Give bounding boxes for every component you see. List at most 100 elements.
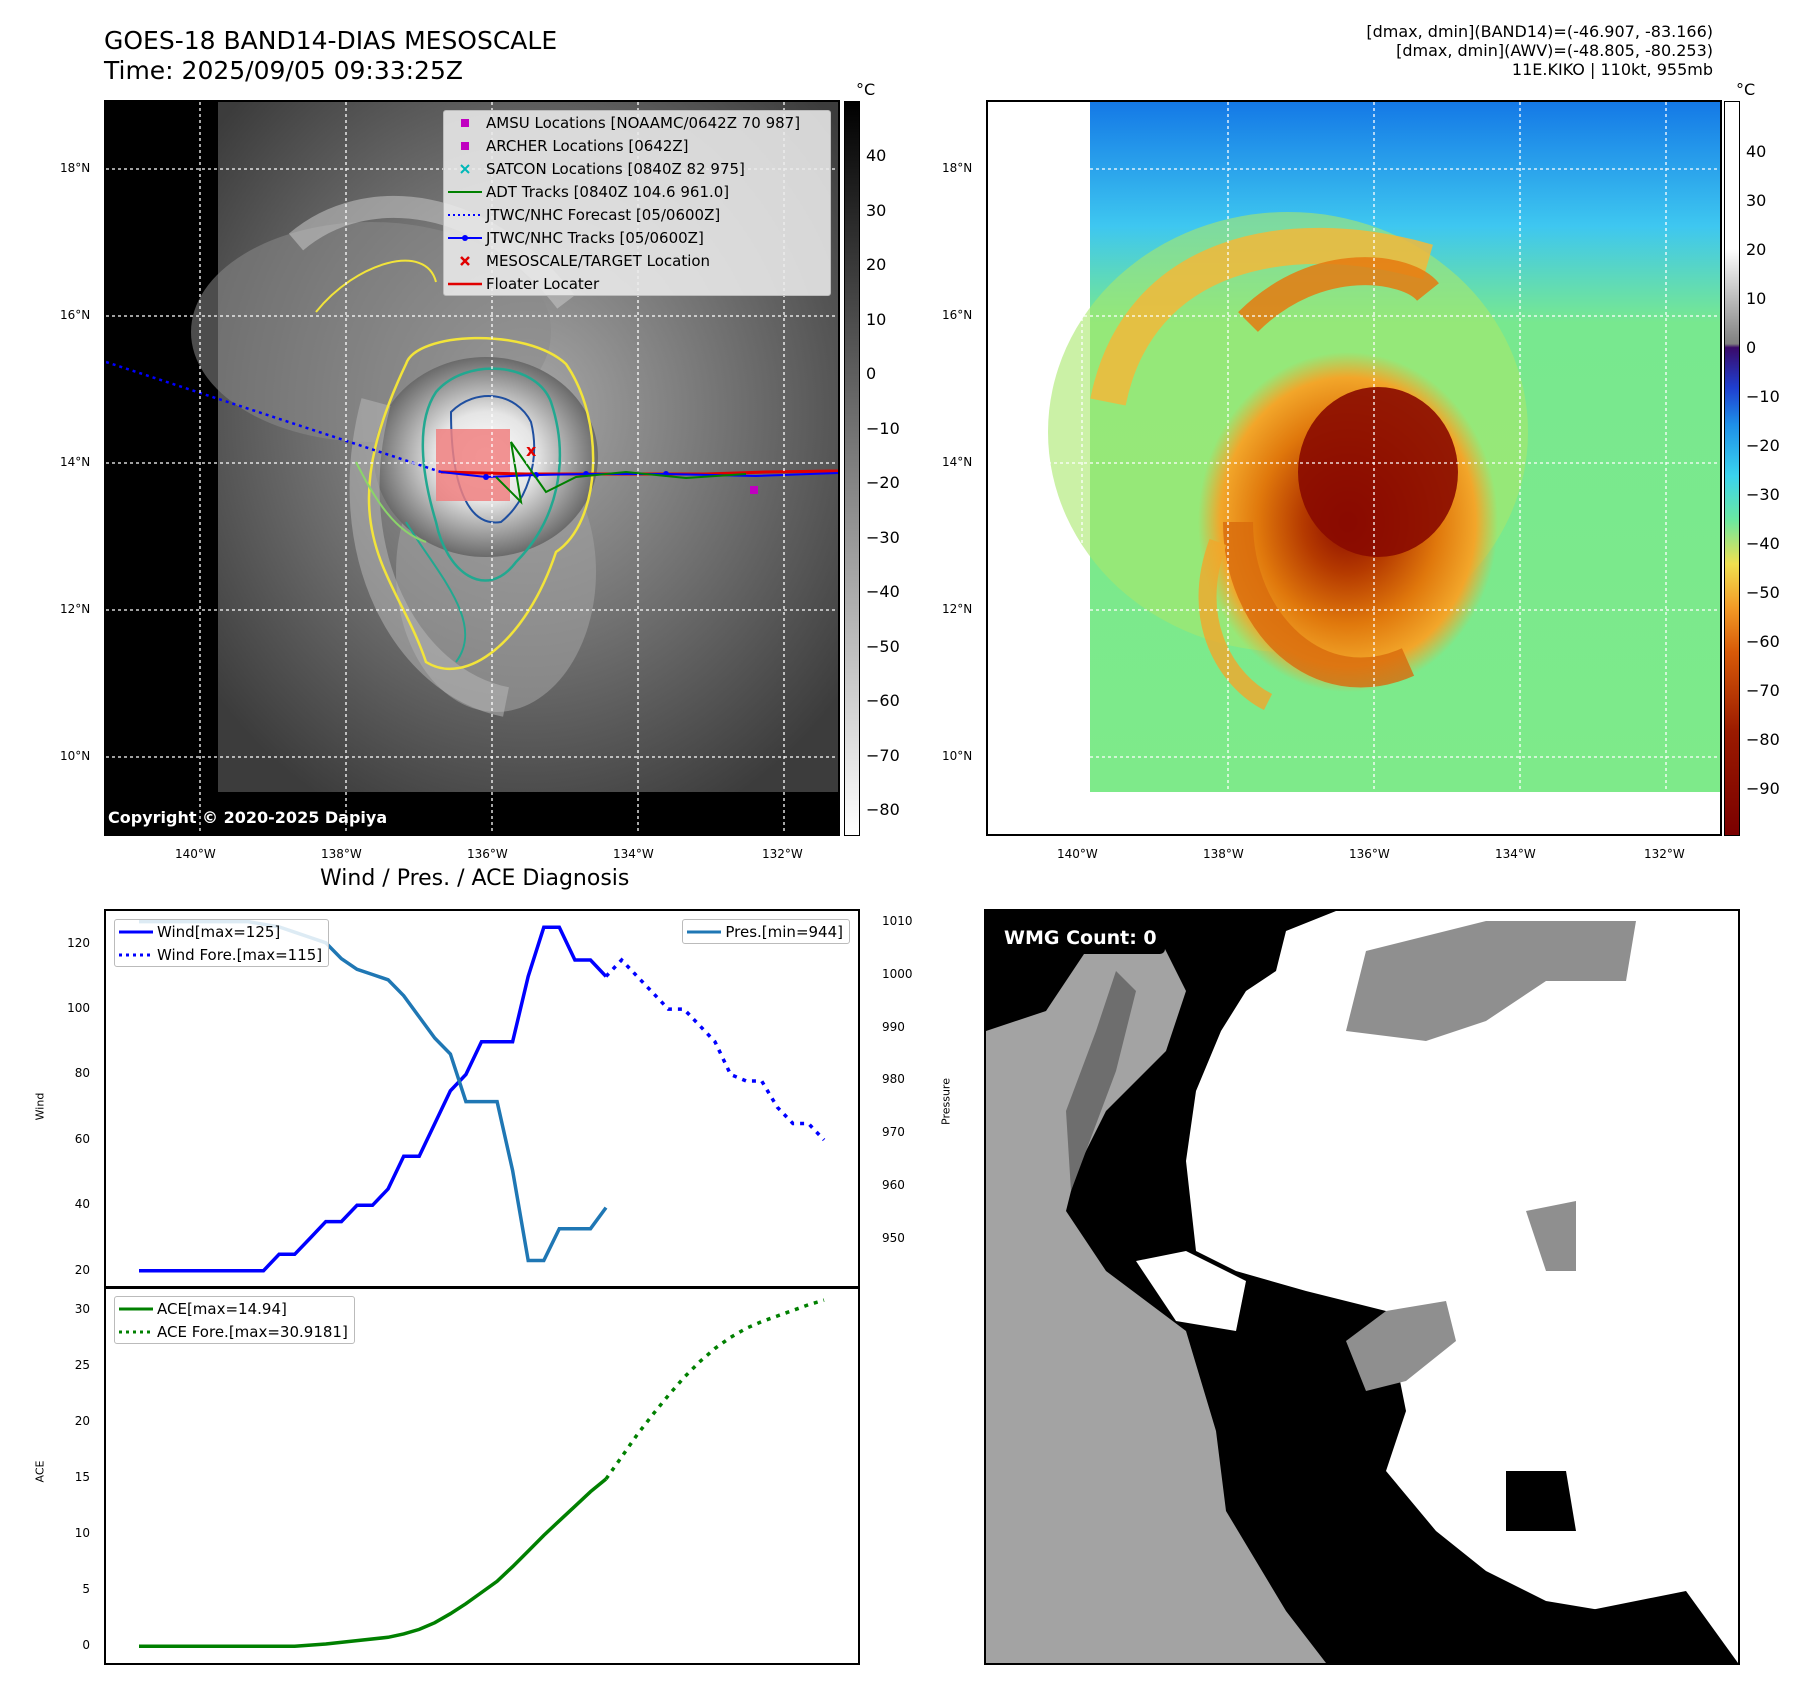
- colorbar-tick: −20: [866, 473, 900, 492]
- y-tick: 60: [74, 1131, 90, 1146]
- colorbar-tick: 0: [866, 364, 877, 383]
- lon-label: 140°W: [1057, 847, 1098, 861]
- lat-label: 10°N: [60, 749, 91, 763]
- legend-jtwc-forecast: JTWC/NHC Forecast [05/0600Z]: [448, 205, 721, 224]
- y-tick: 960: [882, 1178, 905, 1193]
- colorbar-tick: −90: [1746, 779, 1780, 798]
- ace-legend: ACE[max=14.94] ACE Fore.[max=30.9181]: [114, 1296, 355, 1344]
- storm-info: [dmax, dmin](BAND14)=(-46.907, -83.166) …: [1366, 22, 1713, 79]
- y-tick: 25: [74, 1358, 90, 1373]
- lon-label: 136°W: [467, 847, 508, 861]
- wind-legend: Wind[max=125] Wind Fore.[max=115]: [114, 919, 330, 967]
- pressure-axis-label: Pressure: [939, 1078, 953, 1125]
- lon-label: 136°W: [1349, 847, 1390, 861]
- figure-title: GOES-18 BAND14-DIAS MESOSCALE Time: 2025/…: [104, 26, 557, 86]
- colorbar-unit: °C: [856, 80, 876, 99]
- legend-wind: Wind[max=125]: [119, 922, 281, 941]
- colorbar-tick: −60: [866, 691, 900, 710]
- wmg-panel: [984, 909, 1740, 1665]
- colorbar-tick: −50: [1746, 583, 1780, 602]
- y-tick: 990: [882, 1019, 905, 1034]
- y-tick: 5: [82, 1582, 90, 1597]
- lon-label: 138°W: [321, 847, 362, 861]
- colorbar-tick: −60: [1746, 632, 1780, 651]
- legend-wind-forecast: Wind Fore.[max=115]: [119, 945, 323, 964]
- series-wind-max-125-: [139, 925, 608, 1273]
- legend-amsu: AMSU Locations [NOAAMC/0642Z 70 987]: [444, 111, 830, 134]
- lon-label: 134°W: [613, 847, 654, 861]
- color-ir-image: [988, 102, 1720, 834]
- colorbar-tick: 40: [866, 146, 887, 165]
- colorbar-tick: −40: [866, 582, 900, 601]
- lon-label: 140°W: [175, 847, 216, 861]
- ace-plot: [139, 1298, 825, 1648]
- y-tick: 40: [74, 1197, 90, 1212]
- colorbar-tick: −10: [1746, 387, 1780, 406]
- colorbar-tick: 40: [1746, 142, 1767, 161]
- legend-satcon: SATCON Locations [0840Z 82 975]: [444, 157, 830, 180]
- lat-label: 10°N: [942, 749, 973, 763]
- legend-ace-forecast: ACE Fore.[max=30.9181]: [119, 1322, 348, 1341]
- legend-adt: ADT Tracks [0840Z 104.6 961.0]: [448, 182, 730, 201]
- lat-label: 18°N: [942, 161, 973, 175]
- wind-pressure-plot: [139, 919, 826, 1273]
- y-tick: 1000: [882, 966, 913, 981]
- lat-label: 16°N: [942, 308, 973, 322]
- color-ir-map-panel: [986, 100, 1722, 836]
- colorbar-tick: 30: [866, 200, 887, 220]
- colorbar-tick: −80: [1746, 730, 1780, 749]
- colorbar-tick: −50: [866, 636, 900, 656]
- colorbar-tick: 10: [866, 309, 887, 329]
- lat-label: 16°N: [60, 308, 91, 322]
- legend-archer: ARCHER Locations [0642Z]: [444, 134, 830, 157]
- colorbar-tick: −10: [866, 418, 900, 438]
- colorbar-tick: −70: [1746, 681, 1780, 700]
- y-tick: 0: [82, 1638, 90, 1653]
- y-tick: 20: [74, 1262, 90, 1277]
- colorbar-left: [844, 101, 860, 836]
- colorbar-tick: 20: [866, 255, 887, 274]
- y-tick: 20: [74, 1414, 90, 1429]
- wmg-count-badge: WMG Count: 0: [996, 922, 1165, 954]
- y-tick: 120: [67, 935, 90, 950]
- y-tick: 950: [882, 1231, 905, 1246]
- lon-label: 138°W: [1203, 847, 1244, 861]
- lat-label: 14°N: [60, 455, 91, 469]
- legend-mesoscale: MESOSCALE/TARGET Location: [444, 249, 830, 272]
- y-tick: 30: [74, 1302, 90, 1317]
- wmg-image: [986, 911, 1738, 1663]
- color-ir-gridlines: [988, 102, 1720, 834]
- lon-label: 132°W: [1644, 847, 1685, 861]
- svg-text:x: x: [526, 441, 537, 460]
- lat-label: 18°N: [60, 161, 91, 175]
- series-ace-max-14-94-: [139, 1477, 608, 1648]
- colorbar-tick: 30: [1746, 191, 1767, 210]
- diagnosis-title: Wind / Pres. / ACE Diagnosis: [320, 866, 630, 891]
- y-tick: 1010: [882, 913, 913, 928]
- lon-label: 132°W: [762, 847, 803, 861]
- map-legend: AMSU Locations [NOAAMC/0642Z 70 987] ARC…: [443, 110, 831, 296]
- legend-pressure: Pres.[min=944]: [687, 922, 843, 941]
- legend-ace: ACE[max=14.94]: [119, 1299, 287, 1318]
- colorbar-tick: −40: [1746, 534, 1780, 553]
- pressure-legend: Pres.[min=944]: [682, 919, 850, 944]
- colorbar-tick: −30: [1746, 485, 1780, 504]
- lat-label: 12°N: [942, 602, 973, 616]
- series-ace-fore-max-30-9181-: [604, 1298, 825, 1481]
- ir-map-panel: x AMSU Locations [NOAAMC/0642Z 70 987] A…: [104, 100, 840, 836]
- copyright: Copyright © 2020-2025 Dapiya: [108, 808, 388, 827]
- ace-axis-label: ACE: [33, 1460, 47, 1483]
- series-wind-fore-max-115-: [604, 957, 826, 1142]
- ace-panel: ACE[max=14.94] ACE Fore.[max=30.9181]: [104, 1286, 860, 1665]
- y-tick: 980: [882, 1072, 905, 1087]
- colorbar-tick: 20: [1746, 240, 1767, 259]
- info-awv: [dmax, dmin](AWV)=(-48.805, -80.253): [1396, 41, 1713, 60]
- title-line-1: GOES-18 BAND14-DIAS MESOSCALE: [104, 26, 558, 55]
- colorbar-tick: −80: [866, 800, 900, 819]
- lat-label: 14°N: [942, 455, 973, 469]
- y-tick: 100: [67, 1001, 90, 1016]
- info-band14: [dmax, dmin](BAND14)=(-46.907, -83.166): [1366, 22, 1713, 41]
- y-tick: 15: [74, 1470, 90, 1485]
- colorbar-tick: −70: [866, 745, 900, 765]
- wind-axis-label: Wind: [33, 1092, 47, 1121]
